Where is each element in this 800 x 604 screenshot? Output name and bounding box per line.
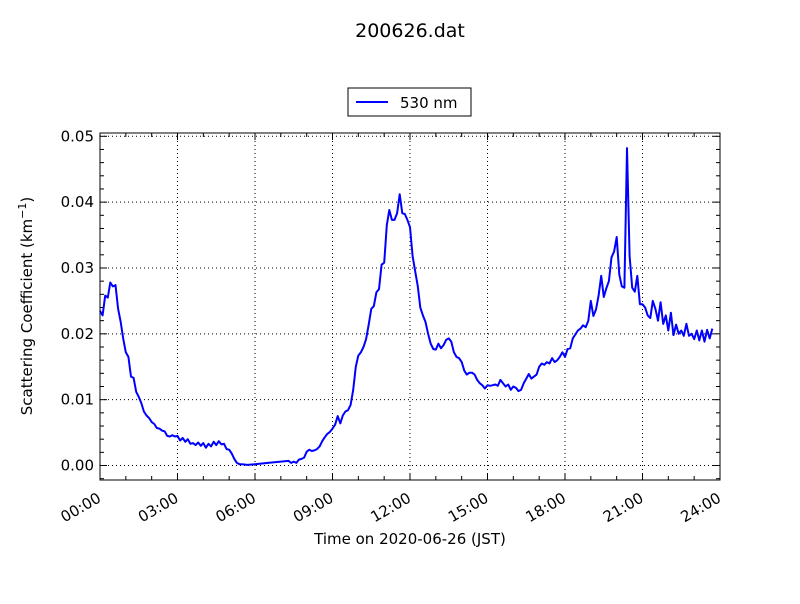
y-tick-labels: 0.00 0.01 0.02 0.03 0.04 0.05 [61, 127, 94, 474]
plot-frame [99, 132, 721, 481]
y-axis-label-end: ) [18, 197, 36, 203]
y-tick-label: 0.02 [61, 325, 94, 343]
y-tick-label: 0.03 [61, 259, 94, 277]
y-tick-label: 0.04 [61, 193, 94, 211]
series-line-530nm [99, 147, 714, 466]
legend-label: 530 nm [400, 94, 458, 112]
y-axis-label-main: Scattering Coefficient (km [18, 219, 36, 415]
y-axis-label: Scattering Coefficient (km−1) [16, 197, 36, 416]
y-tick-label: 0.00 [61, 457, 94, 475]
y-tick-label: 0.01 [61, 391, 94, 409]
chart-title: 200626.dat [355, 20, 465, 42]
y-tick-label: 0.05 [61, 127, 94, 145]
y-axis-label-superscript: −1 [16, 203, 29, 219]
legend: 530 nm [347, 87, 472, 117]
x-axis-label: Time on 2020-06-26 (JST) [313, 530, 506, 548]
